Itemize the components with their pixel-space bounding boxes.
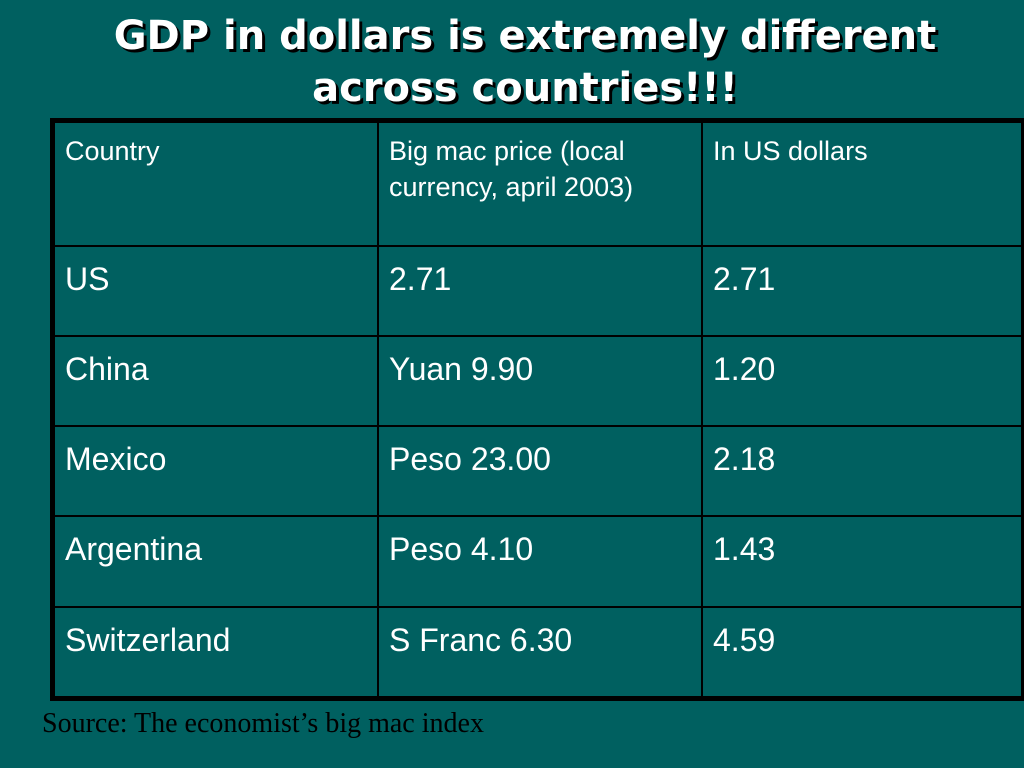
cell-country: Switzerland <box>53 605 379 699</box>
cell-usd: 1.43 <box>701 515 1024 608</box>
title-line-2: across countries!!! <box>312 65 738 111</box>
cell-local-price: 2.71 <box>377 244 703 337</box>
cell-usd: 2.71 <box>701 244 1024 337</box>
big-mac-price-table: Country Big mac price (local currency, a… <box>53 121 1024 699</box>
cell-usd: 2.18 <box>701 425 1024 518</box>
table-row: China Yuan 9.90 1.20 <box>53 334 1024 428</box>
cell-country: US <box>53 244 379 337</box>
table-row: Mexico Peso 23.00 2.18 <box>53 425 1024 518</box>
cell-local-price: Peso 4.10 <box>377 515 703 608</box>
cell-usd: 4.59 <box>701 605 1024 699</box>
table-row: Argentina Peso 4.10 1.43 <box>53 515 1024 608</box>
header-country: Country <box>53 121 379 247</box>
table-row: US 2.71 2.71 <box>53 244 1024 337</box>
cell-local-price: Yuan 9.90 <box>377 334 703 428</box>
header-usd: In US dollars <box>701 121 1024 247</box>
cell-country: Mexico <box>53 425 379 518</box>
cell-local-price: S Franc 6.30 <box>377 605 703 699</box>
slide-title: GDP in dollars is extremely different ac… <box>0 10 1024 114</box>
cell-usd: 1.20 <box>701 334 1024 428</box>
cell-country: China <box>53 334 379 428</box>
source-note: Source: The economist’s big mac index <box>42 708 484 739</box>
table-header-row: Country Big mac price (local currency, a… <box>53 121 1024 247</box>
cell-country: Argentina <box>53 515 379 608</box>
title-line-1: GDP in dollars is extremely different <box>113 13 937 59</box>
table-row: Switzerland S Franc 6.30 4.59 <box>53 605 1024 699</box>
header-local-price: Big mac price (local currency, april 200… <box>377 121 703 247</box>
price-table-container: Country Big mac price (local currency, a… <box>50 118 1024 701</box>
cell-local-price: Peso 23.00 <box>377 425 703 518</box>
